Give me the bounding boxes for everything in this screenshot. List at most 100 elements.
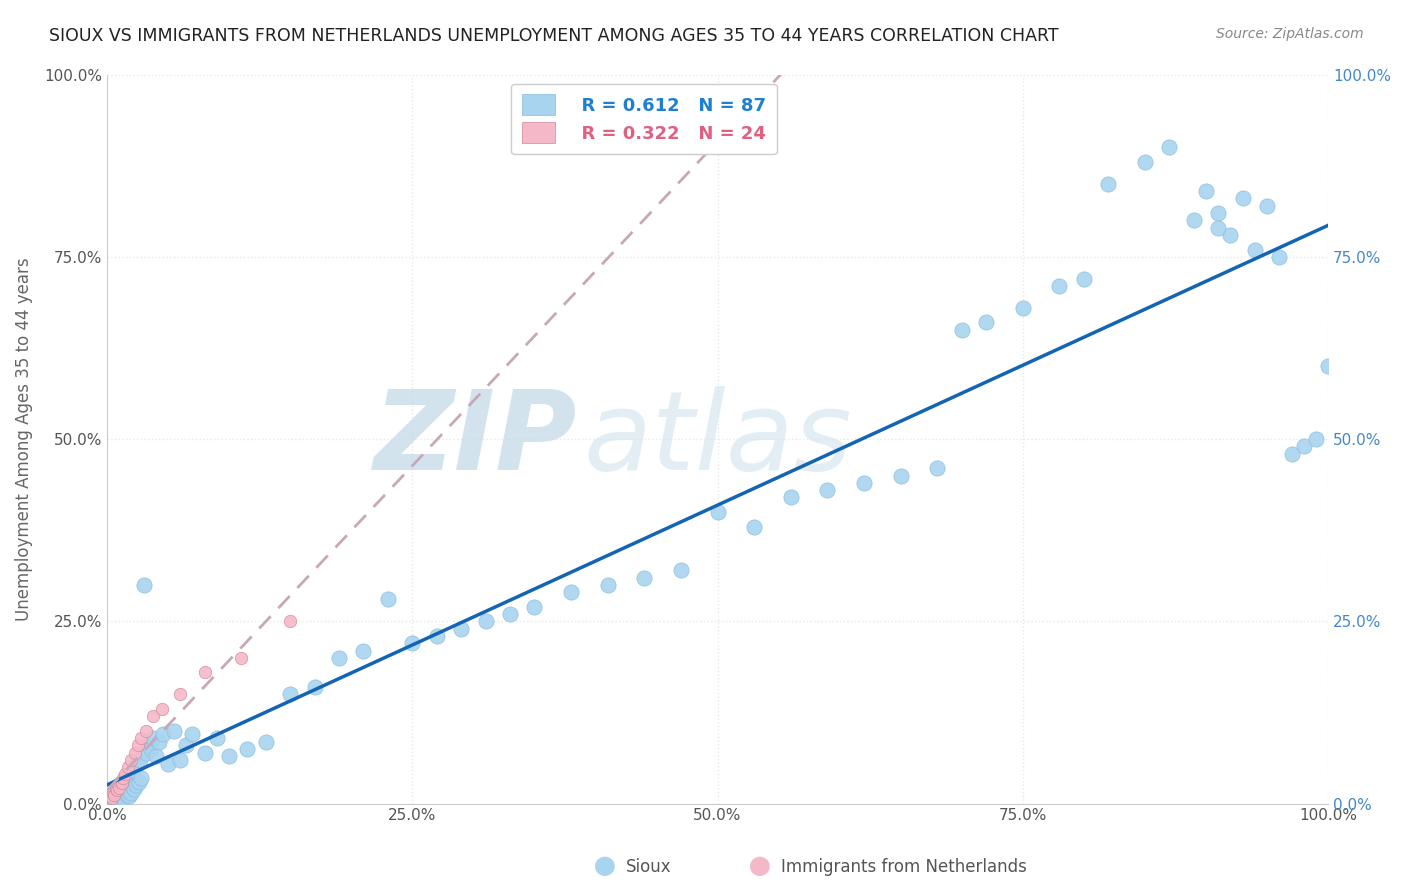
Point [148,734,170,748]
Point [152,727,174,741]
Point [1244,243,1267,257]
Point [1281,447,1303,461]
Point [108,782,131,797]
Point [103,788,125,802]
Point [176,739,198,753]
Point [236,742,259,756]
Point [104,782,127,797]
Text: Source: ZipAtlas.com: Source: ZipAtlas.com [1216,27,1364,41]
Text: Immigrants from Netherlands: Immigrants from Netherlands [780,858,1026,876]
Point [523,599,546,614]
Point [1305,432,1327,446]
Point [110,789,132,804]
Point [117,771,139,785]
Point [107,792,129,806]
Point [111,771,134,785]
Point [105,786,128,800]
Point [132,578,155,592]
Point [304,680,326,694]
Point [1256,199,1278,213]
Text: atlas: atlas [583,385,852,492]
Point [129,771,152,785]
Point [853,475,876,490]
Point [117,760,139,774]
Point [100,789,122,804]
Point [145,749,167,764]
Point [127,756,149,771]
Point [169,687,191,701]
Point [890,468,912,483]
Point [1133,155,1156,169]
Point [1268,250,1291,264]
Point [669,563,692,577]
Point [100,789,122,804]
Point [1232,191,1254,205]
Point [377,592,399,607]
Point [114,767,136,781]
Point [124,746,146,760]
Point [157,756,180,771]
Point [205,731,228,745]
Point [181,727,204,741]
Point [278,615,301,629]
Point [633,571,655,585]
Point [121,764,143,778]
Point [150,702,173,716]
Point [950,323,973,337]
Point [111,790,134,805]
Point [254,734,277,748]
Point [163,723,186,738]
Point [499,607,522,621]
Point [817,483,839,497]
Point [194,665,217,680]
Point [101,793,124,807]
Point [142,709,165,723]
Point [124,760,146,774]
Point [927,461,949,475]
Point [1049,279,1071,293]
Point [560,585,582,599]
Legend:   R = 0.612   N = 87,   R = 0.322   N = 24: R = 0.612 N = 87, R = 0.322 N = 24 [512,84,778,154]
Point [1011,301,1033,315]
Point [596,578,619,592]
Text: SIOUX VS IMMIGRANTS FROM NETHERLANDS UNEMPLOYMENT AMONG AGES 35 TO 44 YEARS CORR: SIOUX VS IMMIGRANTS FROM NETHERLANDS UNE… [49,27,1059,45]
Point [115,788,138,802]
Point [103,788,125,802]
Point [169,753,191,767]
Point [1195,184,1218,198]
Point [118,789,141,804]
Point [127,739,149,753]
Point [112,783,135,797]
Point [105,783,128,797]
Point [114,774,136,789]
Point [101,786,124,800]
Point [1292,439,1315,453]
Point [231,650,253,665]
Point [426,629,449,643]
Point [139,742,162,756]
Point [401,636,423,650]
Point [1219,227,1241,242]
Point [107,778,129,792]
Point [108,780,131,795]
Point [101,790,124,805]
Point [129,753,152,767]
Point [120,786,142,800]
Point [974,315,997,329]
Point [706,505,728,519]
Point [1206,220,1229,235]
Point [1159,140,1181,154]
Point [101,790,124,805]
Point [1073,271,1095,285]
Point [194,746,217,760]
Point [120,767,142,781]
Point [1182,213,1205,227]
Point [110,774,132,789]
Point [120,753,142,767]
Text: ⬤: ⬤ [749,856,770,876]
Point [1097,177,1119,191]
Text: Sioux: Sioux [626,858,672,876]
Point [125,778,148,792]
Text: ZIP: ZIP [374,385,576,492]
Point [111,776,134,790]
